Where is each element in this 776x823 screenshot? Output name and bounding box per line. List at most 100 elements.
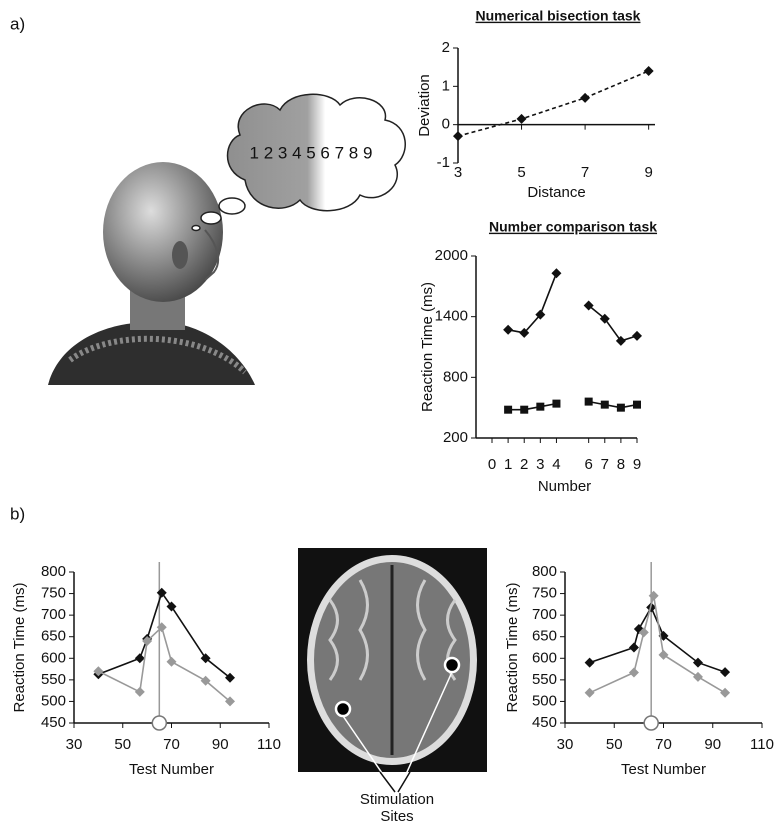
x-tick-label: 50 xyxy=(114,736,131,753)
marker xyxy=(504,406,512,414)
marker xyxy=(520,406,528,414)
trend-line xyxy=(458,71,649,136)
marker xyxy=(720,688,730,698)
marker xyxy=(632,331,642,341)
head-illustration xyxy=(48,162,255,385)
x-tick-label: 110 xyxy=(750,736,774,753)
x-tick-label: 70 xyxy=(655,736,672,753)
marker xyxy=(629,643,639,653)
y-tick-label: 600 xyxy=(41,649,66,666)
stimulation-marker xyxy=(152,716,166,730)
x-axis-label: Test Number xyxy=(621,761,706,778)
y-tick-label: 750 xyxy=(41,585,66,602)
x-tick-label: 5 xyxy=(517,164,525,181)
series-line xyxy=(590,596,725,693)
y-tick-label: 2000 xyxy=(435,247,468,264)
marker xyxy=(633,401,641,409)
marker xyxy=(167,602,177,612)
x-axis-label: Distance xyxy=(527,184,585,201)
x-axis-label: Test Number xyxy=(129,761,214,778)
series-line xyxy=(508,273,637,341)
marker xyxy=(135,687,145,697)
x-tick-label: 2 xyxy=(520,456,528,473)
marker xyxy=(629,668,639,678)
annotation: Sites xyxy=(380,808,413,823)
marker xyxy=(536,403,544,411)
x-tick-label: 3 xyxy=(536,456,544,473)
x-tick-label: 30 xyxy=(557,736,574,753)
y-tick-label: 650 xyxy=(41,628,66,645)
panel-label: a) xyxy=(10,14,25,33)
x-tick-label: 90 xyxy=(704,736,721,753)
y-tick-label: -1 xyxy=(437,154,450,171)
y-tick-label: 800 xyxy=(41,563,66,580)
x-tick-label: 4 xyxy=(552,456,560,473)
marker xyxy=(167,657,177,667)
marker xyxy=(585,688,595,698)
x-tick-label: 8 xyxy=(617,456,625,473)
y-tick-label: 550 xyxy=(41,671,66,688)
y-tick-label: 800 xyxy=(443,368,468,385)
y-axis-label: Deviation xyxy=(416,74,433,137)
marker xyxy=(720,667,730,677)
stimulation-marker xyxy=(644,716,658,730)
marker xyxy=(659,650,669,660)
y-tick-label: 1 xyxy=(442,77,450,94)
annotation: Stimulation xyxy=(360,791,434,808)
x-tick-label: 50 xyxy=(606,736,623,753)
marker xyxy=(135,653,145,663)
y-tick-label: 600 xyxy=(532,649,557,666)
thought-numbers: 1 2 3 4 5 6 7 8 9 xyxy=(250,143,373,162)
y-tick-label: 200 xyxy=(443,429,468,446)
y-tick-label: 750 xyxy=(532,585,557,602)
x-tick-label: 30 xyxy=(66,736,83,753)
marker xyxy=(503,325,513,335)
x-tick-label: 0 xyxy=(488,456,496,473)
y-axis-label: Reaction Time (ms) xyxy=(504,582,521,712)
marker xyxy=(644,66,654,76)
marker xyxy=(693,672,703,682)
x-tick-label: 7 xyxy=(581,164,589,181)
marker xyxy=(517,114,527,124)
marker xyxy=(649,591,659,601)
marker xyxy=(551,268,561,278)
x-tick-label: 3 xyxy=(454,164,462,181)
x-axis-label: Number xyxy=(538,478,591,495)
y-tick-label: 500 xyxy=(532,692,557,709)
y-axis-label: Reaction Time (ms) xyxy=(419,282,436,412)
x-tick-label: 6 xyxy=(584,456,592,473)
y-tick-label: 700 xyxy=(41,606,66,623)
x-tick-label: 9 xyxy=(644,164,652,181)
y-tick-label: 550 xyxy=(532,671,557,688)
x-tick-label: 1 xyxy=(504,456,512,473)
y-tick-label: 500 xyxy=(41,692,66,709)
x-tick-label: 110 xyxy=(257,736,281,753)
y-tick-label: 650 xyxy=(532,628,557,645)
series-line xyxy=(98,627,230,701)
chart-title: Number comparison task xyxy=(489,219,657,235)
y-tick-label: 0 xyxy=(442,116,450,133)
y-axis-label: Reaction Time (ms) xyxy=(11,582,28,712)
x-tick-label: 70 xyxy=(163,736,180,753)
y-tick-label: 2 xyxy=(442,39,450,56)
y-tick-label: 450 xyxy=(41,714,66,731)
marker xyxy=(552,400,560,408)
figure: a) b) 1 2 3 4 5 6 7 8 9 Stimulation Site… xyxy=(0,0,776,823)
mri-image xyxy=(298,548,487,792)
panel-label: b) xyxy=(10,504,25,523)
marker xyxy=(585,398,593,406)
y-tick-label: 800 xyxy=(532,563,557,580)
y-tick-label: 1400 xyxy=(435,308,468,325)
chart-title: Numerical bisection task xyxy=(476,8,641,24)
marker xyxy=(601,401,609,409)
x-tick-label: 90 xyxy=(212,736,229,753)
marker xyxy=(157,588,167,598)
marker xyxy=(453,131,463,141)
y-tick-label: 450 xyxy=(532,714,557,731)
marker xyxy=(580,93,590,103)
marker xyxy=(585,658,595,668)
x-tick-label: 9 xyxy=(633,456,641,473)
marker xyxy=(617,404,625,412)
y-tick-label: 700 xyxy=(532,606,557,623)
x-tick-label: 7 xyxy=(601,456,609,473)
